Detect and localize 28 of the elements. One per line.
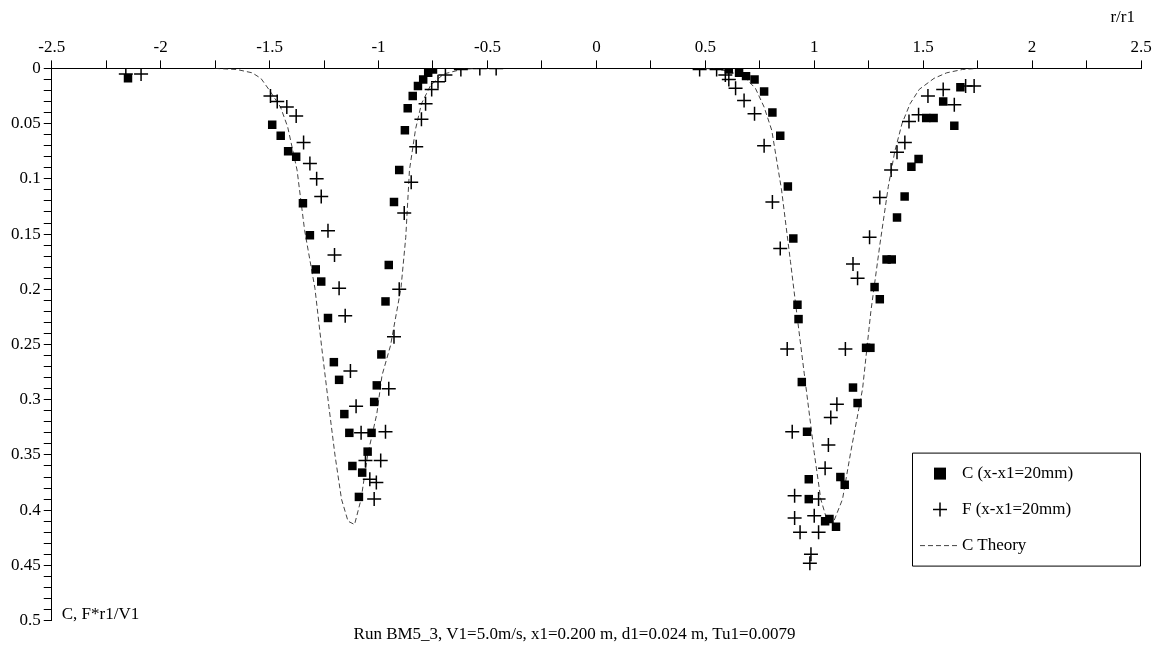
x-tick-label: 2.5 bbox=[1130, 36, 1152, 56]
y-tick-label: 0 bbox=[32, 57, 41, 77]
legend-label: F (x-x1=20mm) bbox=[962, 499, 1072, 519]
y-tick-label: 0.25 bbox=[11, 333, 41, 353]
x-tick-label: -2.5 bbox=[38, 36, 66, 56]
x-tick-label: 0.5 bbox=[694, 36, 716, 56]
y-axis-title: C, F*r1/V1 bbox=[61, 603, 140, 623]
x-tick-label: 0 bbox=[592, 36, 601, 56]
y-tick-label: 0.3 bbox=[19, 389, 41, 409]
y-tick-label: 0.15 bbox=[11, 223, 41, 243]
y-tick-label: 0.45 bbox=[11, 554, 41, 574]
x-tick-label: 2 bbox=[1027, 36, 1037, 56]
x-tick-label: -1.5 bbox=[256, 36, 284, 56]
x-tick-label: 1.5 bbox=[912, 36, 934, 56]
y-tick-label: 0.05 bbox=[11, 113, 41, 133]
y-tick-label: 0.1 bbox=[19, 168, 41, 188]
y-tick-label: 0.35 bbox=[11, 444, 41, 464]
x-tick-label: -2 bbox=[153, 36, 168, 56]
x-tick-label: -1 bbox=[371, 36, 386, 56]
x-axis-title: r/r1 bbox=[1110, 7, 1135, 27]
legend-label: C Theory bbox=[962, 535, 1027, 555]
y-tick-label: 0.5 bbox=[19, 610, 41, 630]
x-tick-label: -0.5 bbox=[473, 36, 501, 56]
text: Run BM5_3, V1=5.0m/s, x1=0.200 m, d1=0.024 m, Tu1=0.0079 bbox=[353, 624, 796, 644]
legend-label: C (x-x1=20mm) bbox=[962, 463, 1074, 483]
y-tick-label: 0.2 bbox=[19, 278, 41, 298]
y-tick-label: 0.4 bbox=[19, 499, 42, 519]
x-tick-label: 1 bbox=[809, 36, 819, 56]
